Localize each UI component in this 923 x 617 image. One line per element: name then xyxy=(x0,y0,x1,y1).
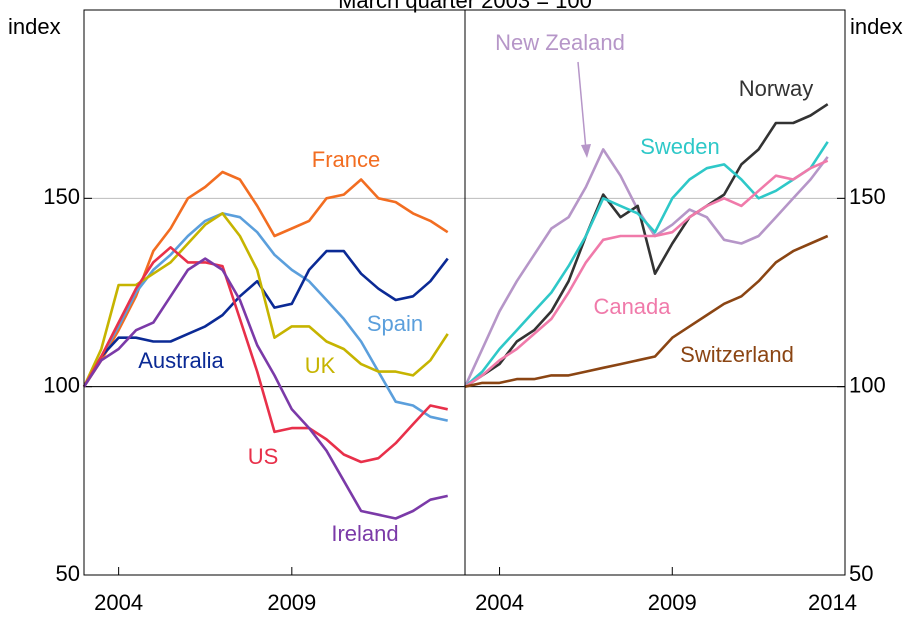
series-line xyxy=(82,212,448,422)
plot-frame xyxy=(464,9,846,576)
series-line xyxy=(464,234,829,388)
series-line xyxy=(464,103,829,388)
y-tick-label: 100 xyxy=(849,372,886,397)
series-label: UK xyxy=(305,353,336,378)
series-label: Ireland xyxy=(331,521,398,546)
series-line xyxy=(464,141,829,388)
annotation-arrow xyxy=(577,61,587,151)
series-label: Australia xyxy=(138,348,224,373)
series-line xyxy=(464,159,829,388)
series-label: France xyxy=(312,147,380,172)
y-tick-label: 150 xyxy=(849,184,886,209)
plot-frame xyxy=(83,9,466,576)
y-tick-label: 50 xyxy=(849,561,873,586)
series-line xyxy=(82,246,448,464)
y-axis-label: index xyxy=(850,14,903,39)
x-tick-label: 2014 xyxy=(808,590,857,615)
annotation-arrowhead xyxy=(581,144,591,158)
series-label: Norway xyxy=(739,76,814,101)
y-tick-label: 150 xyxy=(43,184,80,209)
series-label: New Zealand xyxy=(495,30,625,55)
x-tick-label: 2004 xyxy=(475,590,524,615)
y-tick-label: 100 xyxy=(43,372,80,397)
series-line xyxy=(82,212,449,388)
series-label: US xyxy=(248,444,279,469)
series-label: Canada xyxy=(593,294,671,319)
series-label: Switzerland xyxy=(680,342,794,367)
series-line xyxy=(82,249,449,388)
series-label: Sweden xyxy=(640,134,720,159)
x-tick-label: 2004 xyxy=(94,590,143,615)
y-axis-label: index xyxy=(8,14,61,39)
series-label: Spain xyxy=(367,311,423,336)
series-line xyxy=(82,257,448,520)
y-tick-label: 50 xyxy=(56,561,80,586)
x-tick-label: 2009 xyxy=(648,590,697,615)
x-tick-label: 2009 xyxy=(267,590,316,615)
